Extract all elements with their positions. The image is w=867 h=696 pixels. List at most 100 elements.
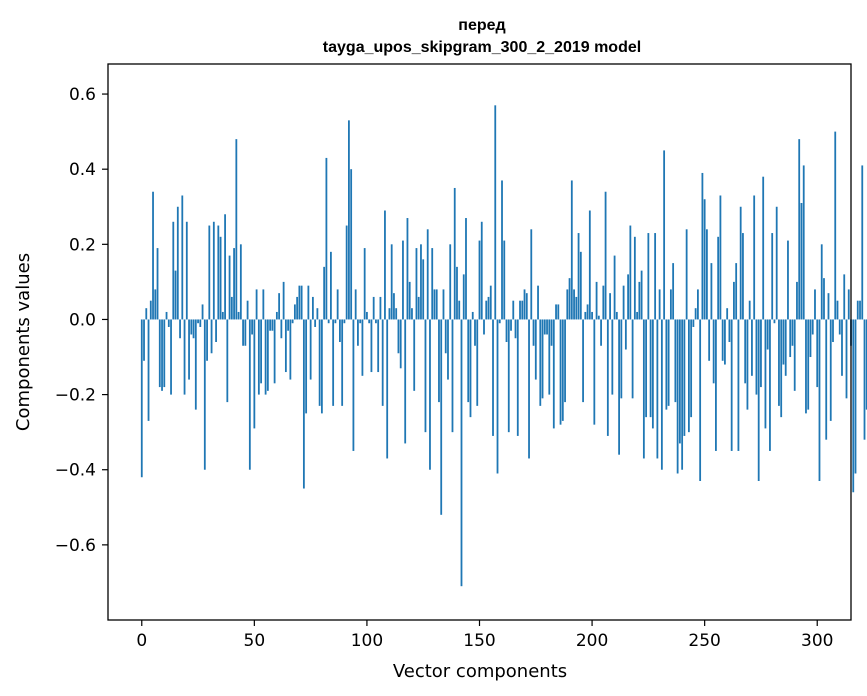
bar xyxy=(762,176,765,320)
bar xyxy=(302,319,305,489)
bar xyxy=(602,285,605,320)
bar xyxy=(618,319,620,455)
bar xyxy=(332,319,335,406)
bar xyxy=(440,319,443,515)
bar xyxy=(161,319,163,391)
bar xyxy=(143,319,145,361)
bar xyxy=(489,285,492,320)
bar xyxy=(264,319,267,395)
bar xyxy=(305,319,308,414)
bar xyxy=(832,319,834,342)
bar xyxy=(665,319,668,410)
bar xyxy=(438,319,440,403)
bar xyxy=(674,319,677,403)
bar xyxy=(717,236,720,320)
bars-group xyxy=(140,105,867,587)
bar xyxy=(397,319,400,354)
bar xyxy=(480,221,483,320)
chart-subtitle: tayga_upos_skipgram_300_2_2019 model xyxy=(323,39,641,56)
bar xyxy=(543,319,546,335)
bar xyxy=(395,308,398,320)
bar xyxy=(192,319,195,339)
bar xyxy=(640,270,643,320)
bar xyxy=(708,319,711,361)
bar xyxy=(478,240,481,320)
bar xyxy=(368,319,371,324)
bar xyxy=(210,319,213,354)
bar xyxy=(847,289,850,320)
bar xyxy=(235,139,238,320)
bar xyxy=(568,278,571,320)
bar xyxy=(188,319,190,380)
bar xyxy=(516,319,519,436)
bar xyxy=(174,270,177,320)
bar xyxy=(753,195,756,320)
bar xyxy=(399,319,402,369)
bar xyxy=(471,311,474,320)
bar xyxy=(564,319,566,403)
bar xyxy=(158,319,161,388)
bar xyxy=(271,319,274,331)
bar xyxy=(633,236,636,320)
bar xyxy=(658,289,661,320)
bar xyxy=(257,319,260,395)
bar xyxy=(638,281,641,320)
bar xyxy=(420,244,422,320)
bar xyxy=(541,319,544,399)
bar xyxy=(865,319,867,410)
bar xyxy=(796,281,798,320)
bar xyxy=(429,319,431,470)
bar xyxy=(435,289,438,320)
bar xyxy=(451,319,454,433)
bar xyxy=(780,319,783,418)
bar xyxy=(343,319,346,324)
bar xyxy=(757,319,760,481)
bar xyxy=(715,319,717,451)
bar xyxy=(325,157,328,320)
bar xyxy=(359,319,362,324)
bar xyxy=(246,300,249,320)
bar xyxy=(298,285,301,320)
bar xyxy=(733,281,735,320)
bar xyxy=(226,319,229,403)
bar xyxy=(651,319,654,429)
bar xyxy=(352,319,355,451)
bar xyxy=(703,199,706,320)
y-axis: −0.6 −0.4 −0.2 0.0 0.2 0.4 0.6 xyxy=(55,85,108,556)
bar xyxy=(460,319,463,587)
bar xyxy=(492,319,494,436)
bar xyxy=(417,296,420,320)
bar xyxy=(330,251,332,320)
bar xyxy=(350,169,353,320)
bar xyxy=(654,233,657,320)
bar xyxy=(498,319,501,324)
bar xyxy=(208,225,211,320)
y-axis-label: Components values xyxy=(13,253,34,431)
bar xyxy=(793,319,796,391)
bar xyxy=(624,319,627,350)
bar xyxy=(386,319,389,459)
bar xyxy=(456,266,458,320)
bar xyxy=(253,319,256,429)
bar xyxy=(327,319,330,324)
bar xyxy=(811,319,814,335)
bar xyxy=(818,319,821,481)
bar xyxy=(861,165,864,320)
bar xyxy=(309,319,312,380)
bar xyxy=(737,319,740,451)
bar xyxy=(145,308,148,320)
bar xyxy=(170,319,172,395)
bar xyxy=(442,289,445,320)
bar xyxy=(291,319,294,324)
bar xyxy=(791,319,794,346)
bar xyxy=(627,274,629,320)
bar xyxy=(462,274,465,320)
bar xyxy=(577,233,580,320)
bar xyxy=(859,300,861,320)
bar xyxy=(519,300,521,320)
bar xyxy=(532,319,535,346)
bar xyxy=(681,319,684,470)
y-tick-label: −0.4 xyxy=(55,461,96,481)
bar xyxy=(426,229,429,320)
bar xyxy=(579,251,582,320)
